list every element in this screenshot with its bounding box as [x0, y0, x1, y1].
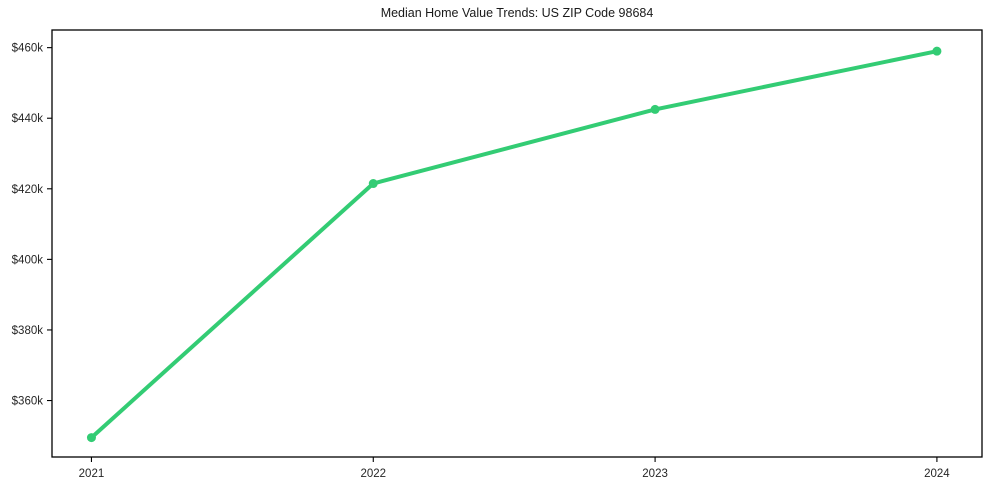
y-axis-tick-label: $360k	[12, 396, 44, 408]
y-axis-tick-label: $460k	[12, 43, 44, 55]
trend-line	[89, 49, 939, 440]
data-point-marker	[368, 179, 378, 189]
y-axis-tick-label: $400k	[12, 254, 44, 266]
x-axis-tick-label: 2021	[79, 468, 105, 480]
data-point-marker	[932, 46, 942, 56]
x-axis-tick-label: 2023	[642, 468, 668, 480]
y-axis-tick-label: $380k	[12, 325, 44, 337]
chart-title: Median Home Value Trends: US ZIP Code 98…	[380, 6, 654, 20]
data-point-marker	[650, 104, 660, 114]
x-axis-tick-label: 2022	[360, 468, 386, 480]
y-axis-tick-label: $420k	[12, 184, 44, 196]
data-point-marker	[86, 433, 96, 443]
y-axis-tick-label: $440k	[12, 113, 44, 125]
x-axis-tick-label: 2024	[924, 468, 950, 480]
plot-border	[51, 29, 983, 458]
